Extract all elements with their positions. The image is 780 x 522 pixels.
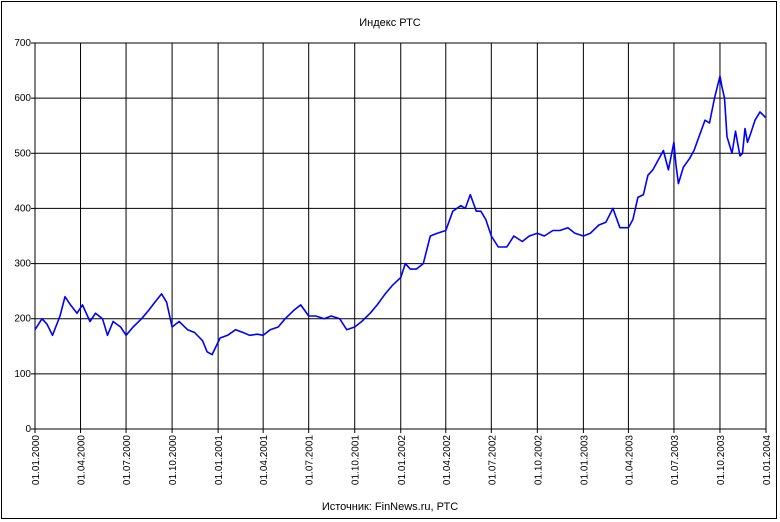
y-tick-label: 500 xyxy=(14,148,31,159)
x-tick-label: 01.01.2003 xyxy=(579,435,590,485)
y-tick-label: 400 xyxy=(14,203,31,214)
y-tick-label: 200 xyxy=(14,314,31,325)
x-tick-label: 01.10.2003 xyxy=(716,435,727,485)
gridlines xyxy=(35,43,766,429)
y-axis: 0 100 200 300 400 500 600 700 xyxy=(14,38,35,435)
x-tick-label: 01.04.2000 xyxy=(77,435,88,485)
series-line xyxy=(34,75,767,356)
x-tick-label: 01.10.2002 xyxy=(533,435,544,485)
y-tick-label: 700 xyxy=(14,38,31,49)
x-tick-label: 01.07.2000 xyxy=(122,435,133,485)
x-tick-label: 01.01.2000 xyxy=(31,435,42,485)
x-tick-label: 01.10.2000 xyxy=(168,435,179,485)
x-tick-label: 01.07.2003 xyxy=(670,435,681,485)
y-tick-label: 100 xyxy=(14,369,31,380)
series-group xyxy=(34,75,767,356)
x-tick-label: 01.01.2004 xyxy=(762,435,773,485)
x-axis: 01.01.2000 01.04.2000 01.07.2000 01.10.2000… xyxy=(31,429,773,485)
y-tick-label: 0 xyxy=(25,424,31,435)
chart-title: Индекс РТС xyxy=(359,17,421,29)
y-tick-label: 300 xyxy=(14,259,31,270)
x-tick-label: 01.04.2003 xyxy=(624,435,635,485)
x-tick-label: 01.07.2001 xyxy=(305,435,316,485)
x-tick-label: 01.07.2002 xyxy=(487,435,498,485)
source-note: Источник: FinNews.ru, РТС xyxy=(321,501,459,513)
x-tick-label: 01.01.2001 xyxy=(214,435,225,485)
x-tick-label: 01.10.2001 xyxy=(351,435,362,485)
x-tick-label: 01.04.2002 xyxy=(442,435,453,485)
y-tick-label: 600 xyxy=(14,93,31,104)
x-tick-label: 01.04.2001 xyxy=(259,435,270,485)
x-tick-label: 01.01.2002 xyxy=(397,435,408,485)
